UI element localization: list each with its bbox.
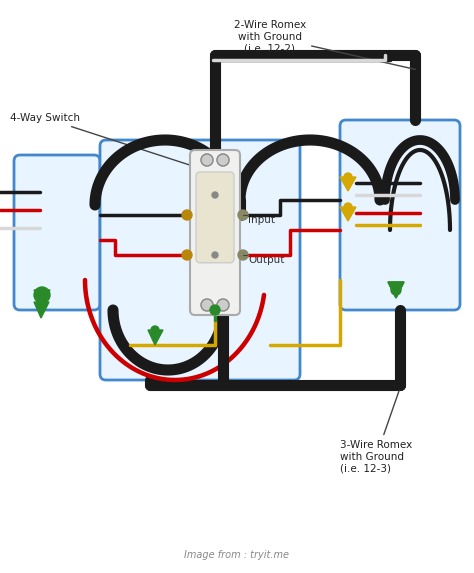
Polygon shape: [340, 177, 356, 191]
Text: Input: Input: [248, 215, 275, 225]
Text: Image from : tryit.me: Image from : tryit.me: [184, 550, 290, 560]
FancyBboxPatch shape: [100, 140, 300, 380]
Polygon shape: [388, 282, 404, 298]
Circle shape: [217, 299, 229, 311]
Circle shape: [182, 210, 192, 220]
Polygon shape: [340, 207, 356, 221]
Circle shape: [344, 203, 352, 211]
Text: 4-Way Switch: 4-Way Switch: [10, 113, 202, 169]
Circle shape: [212, 252, 218, 258]
Circle shape: [34, 287, 50, 303]
FancyBboxPatch shape: [14, 155, 100, 310]
FancyBboxPatch shape: [196, 172, 234, 263]
Circle shape: [151, 326, 159, 334]
Circle shape: [217, 154, 229, 166]
Circle shape: [201, 154, 213, 166]
Circle shape: [210, 305, 220, 315]
Polygon shape: [34, 302, 49, 318]
Text: 2-Wire Romex
with Ground
(i.e. 12-2): 2-Wire Romex with Ground (i.e. 12-2): [234, 20, 415, 69]
Circle shape: [201, 299, 213, 311]
FancyBboxPatch shape: [190, 150, 240, 315]
Circle shape: [391, 285, 401, 295]
Circle shape: [212, 192, 218, 198]
Polygon shape: [34, 290, 50, 306]
Circle shape: [182, 250, 192, 260]
Circle shape: [238, 250, 248, 260]
Circle shape: [238, 210, 248, 220]
Circle shape: [37, 298, 45, 306]
Polygon shape: [148, 330, 163, 345]
Text: Output: Output: [248, 255, 284, 265]
Polygon shape: [388, 282, 404, 298]
FancyBboxPatch shape: [340, 120, 460, 310]
Text: 3-Wire Romex
with Ground
(i.e. 12-3): 3-Wire Romex with Ground (i.e. 12-3): [340, 391, 412, 473]
Circle shape: [344, 173, 352, 181]
